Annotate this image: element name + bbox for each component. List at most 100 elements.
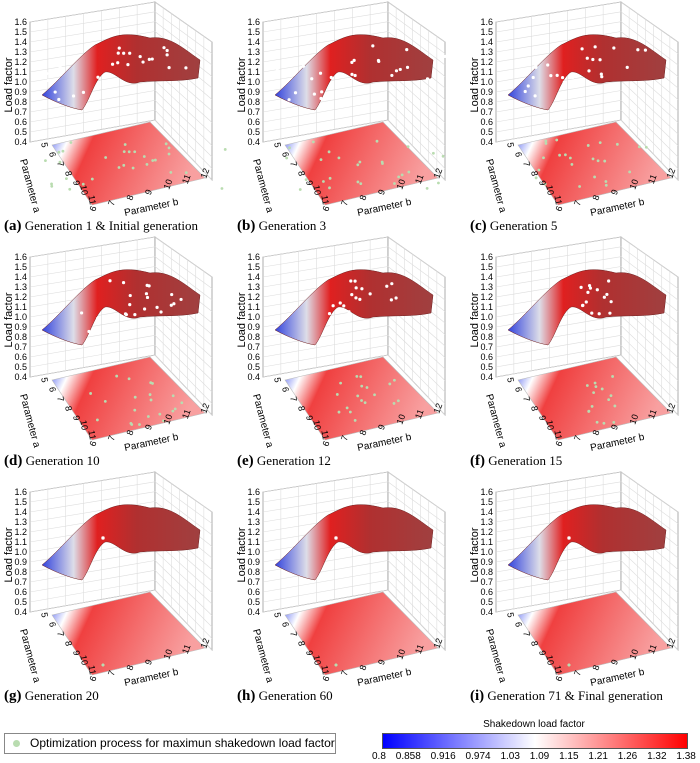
colorbar-tick: 1.32 xyxy=(647,751,667,762)
population-point-projection xyxy=(148,393,152,396)
population-point xyxy=(643,48,648,52)
load-factor-surface xyxy=(507,34,667,111)
population-point xyxy=(600,75,604,79)
z-tick-label: 0.8 xyxy=(14,97,27,107)
a-tick-label: 10 xyxy=(78,419,90,431)
population-point xyxy=(443,54,447,58)
population-point xyxy=(138,54,142,59)
population-point xyxy=(116,51,120,55)
z-tick-label: 0.9 xyxy=(480,87,493,97)
a-tick-label: 11 xyxy=(552,194,563,205)
legend-marker-icon xyxy=(13,740,20,748)
population-point xyxy=(350,292,354,297)
panel-caption: (h) Generation 60 xyxy=(237,688,333,705)
population-point xyxy=(108,279,112,283)
population-point xyxy=(347,310,351,314)
z-tick-label: 1.2 xyxy=(480,527,493,537)
b-tick-label: 11 xyxy=(180,408,193,420)
population-point xyxy=(101,536,105,540)
population-point xyxy=(562,80,566,84)
population-point xyxy=(371,44,375,48)
population-point xyxy=(87,329,91,334)
floor-heatmap xyxy=(284,591,439,676)
population-point-projection xyxy=(360,399,363,402)
panel-title: Generation 12 xyxy=(256,453,331,468)
population-point-projection xyxy=(96,418,99,422)
population-point xyxy=(329,75,333,80)
z-tick-label: 1.6 xyxy=(480,17,493,27)
population-point-projection xyxy=(151,382,154,385)
panel-f: 0.4 0.5 0.6 0.7 0.8 0.9 1.0 1.1 1.2 1.3 1.4 1.5 1.6 L… xyxy=(466,235,699,470)
z-tick-label: 1.6 xyxy=(14,487,27,497)
b-tick-label: 8 xyxy=(357,194,368,202)
a-tick-label: 7 xyxy=(55,396,66,403)
a-tick-label: 6 xyxy=(280,621,291,628)
population-point-projection xyxy=(537,168,541,172)
population-point-projection xyxy=(555,138,559,142)
z-tick-label: 0.8 xyxy=(480,97,493,107)
population-point-projection xyxy=(570,163,574,166)
population-point xyxy=(312,92,316,96)
b-tick-label: 12 xyxy=(664,167,677,180)
colorbar-tick: 0.974 xyxy=(465,751,491,762)
population-point-projection xyxy=(637,145,641,149)
population-point-projection xyxy=(542,156,545,160)
a-tick-label: 10 xyxy=(311,654,323,666)
population-point-projection xyxy=(328,176,332,180)
population-point xyxy=(584,300,588,304)
population-point-projection xyxy=(381,162,384,165)
population-point xyxy=(170,292,174,297)
a-tick-label: 7 xyxy=(55,161,66,168)
z-axis-label: Load factor xyxy=(236,292,248,347)
population-point xyxy=(30,77,34,82)
population-point-projection xyxy=(400,173,404,177)
a-tick-label: 5 xyxy=(39,142,50,149)
population-point-projection xyxy=(122,163,126,167)
colorbar-tick: 1.21 xyxy=(588,751,608,762)
population-point-projection xyxy=(180,401,184,405)
b-tick-label: 10 xyxy=(161,648,174,661)
population-point-projection xyxy=(534,176,538,180)
panel-caption: (b) Generation 3 xyxy=(237,218,326,235)
colorbar-tick: 0.916 xyxy=(430,751,456,762)
population-point xyxy=(293,91,298,95)
z-tick-label: 1.6 xyxy=(14,17,27,27)
z-tick-label: 0.5 xyxy=(247,597,260,607)
population-point xyxy=(598,58,602,62)
z-tick-label: 0.9 xyxy=(14,322,27,332)
z-tick-label: 1.3 xyxy=(480,47,493,57)
population-point-projection xyxy=(133,395,137,399)
z-tick-label: 0.6 xyxy=(480,352,493,362)
z-tick-label: 1.0 xyxy=(14,312,27,322)
panel-g: 0.4 0.5 0.6 0.7 0.8 0.9 1.0 1.1 1.2 1.3 1.4 1.5 1.6 L… xyxy=(0,470,233,705)
a-axis-label: Parameter a xyxy=(250,393,275,449)
a-tick-label: 7 xyxy=(288,631,299,638)
population-point xyxy=(338,301,342,305)
population-point xyxy=(588,286,593,290)
population-point-projection xyxy=(131,166,135,170)
z-tick-label: 1.1 xyxy=(247,537,260,547)
a-tick-label: 11 xyxy=(86,664,97,675)
population-point xyxy=(595,288,599,292)
z-tick-label: 1.4 xyxy=(247,272,260,282)
population-point xyxy=(147,57,151,61)
population-point-projection xyxy=(356,180,360,184)
surface-plot: 0.40.50.60.70.80.91.01.11.21.31.41.51.6 L… xyxy=(3,1,231,218)
population-point-projection xyxy=(334,663,338,667)
z-tick-label: 1.0 xyxy=(14,547,27,557)
population-point-projection xyxy=(69,141,73,144)
z-tick-label: 0.6 xyxy=(14,352,27,362)
a-tick-label: 10 xyxy=(78,654,90,666)
z-tick-label: 0.7 xyxy=(14,342,27,352)
z-axis-label: Load factor xyxy=(469,57,481,112)
z-tick-label: 1.4 xyxy=(247,37,260,47)
population-point xyxy=(394,296,398,300)
a-axis-label: Parameter a xyxy=(483,393,508,449)
population-point xyxy=(560,75,565,80)
population-point-projection xyxy=(604,180,608,183)
z-tick-label: 0.8 xyxy=(247,97,260,107)
z-tick-label: 1.3 xyxy=(14,47,27,57)
b-tick-label: 8 xyxy=(124,664,135,672)
colorbar-tick: 1.03 xyxy=(500,751,520,762)
z-tick-label: 1.5 xyxy=(247,262,260,272)
